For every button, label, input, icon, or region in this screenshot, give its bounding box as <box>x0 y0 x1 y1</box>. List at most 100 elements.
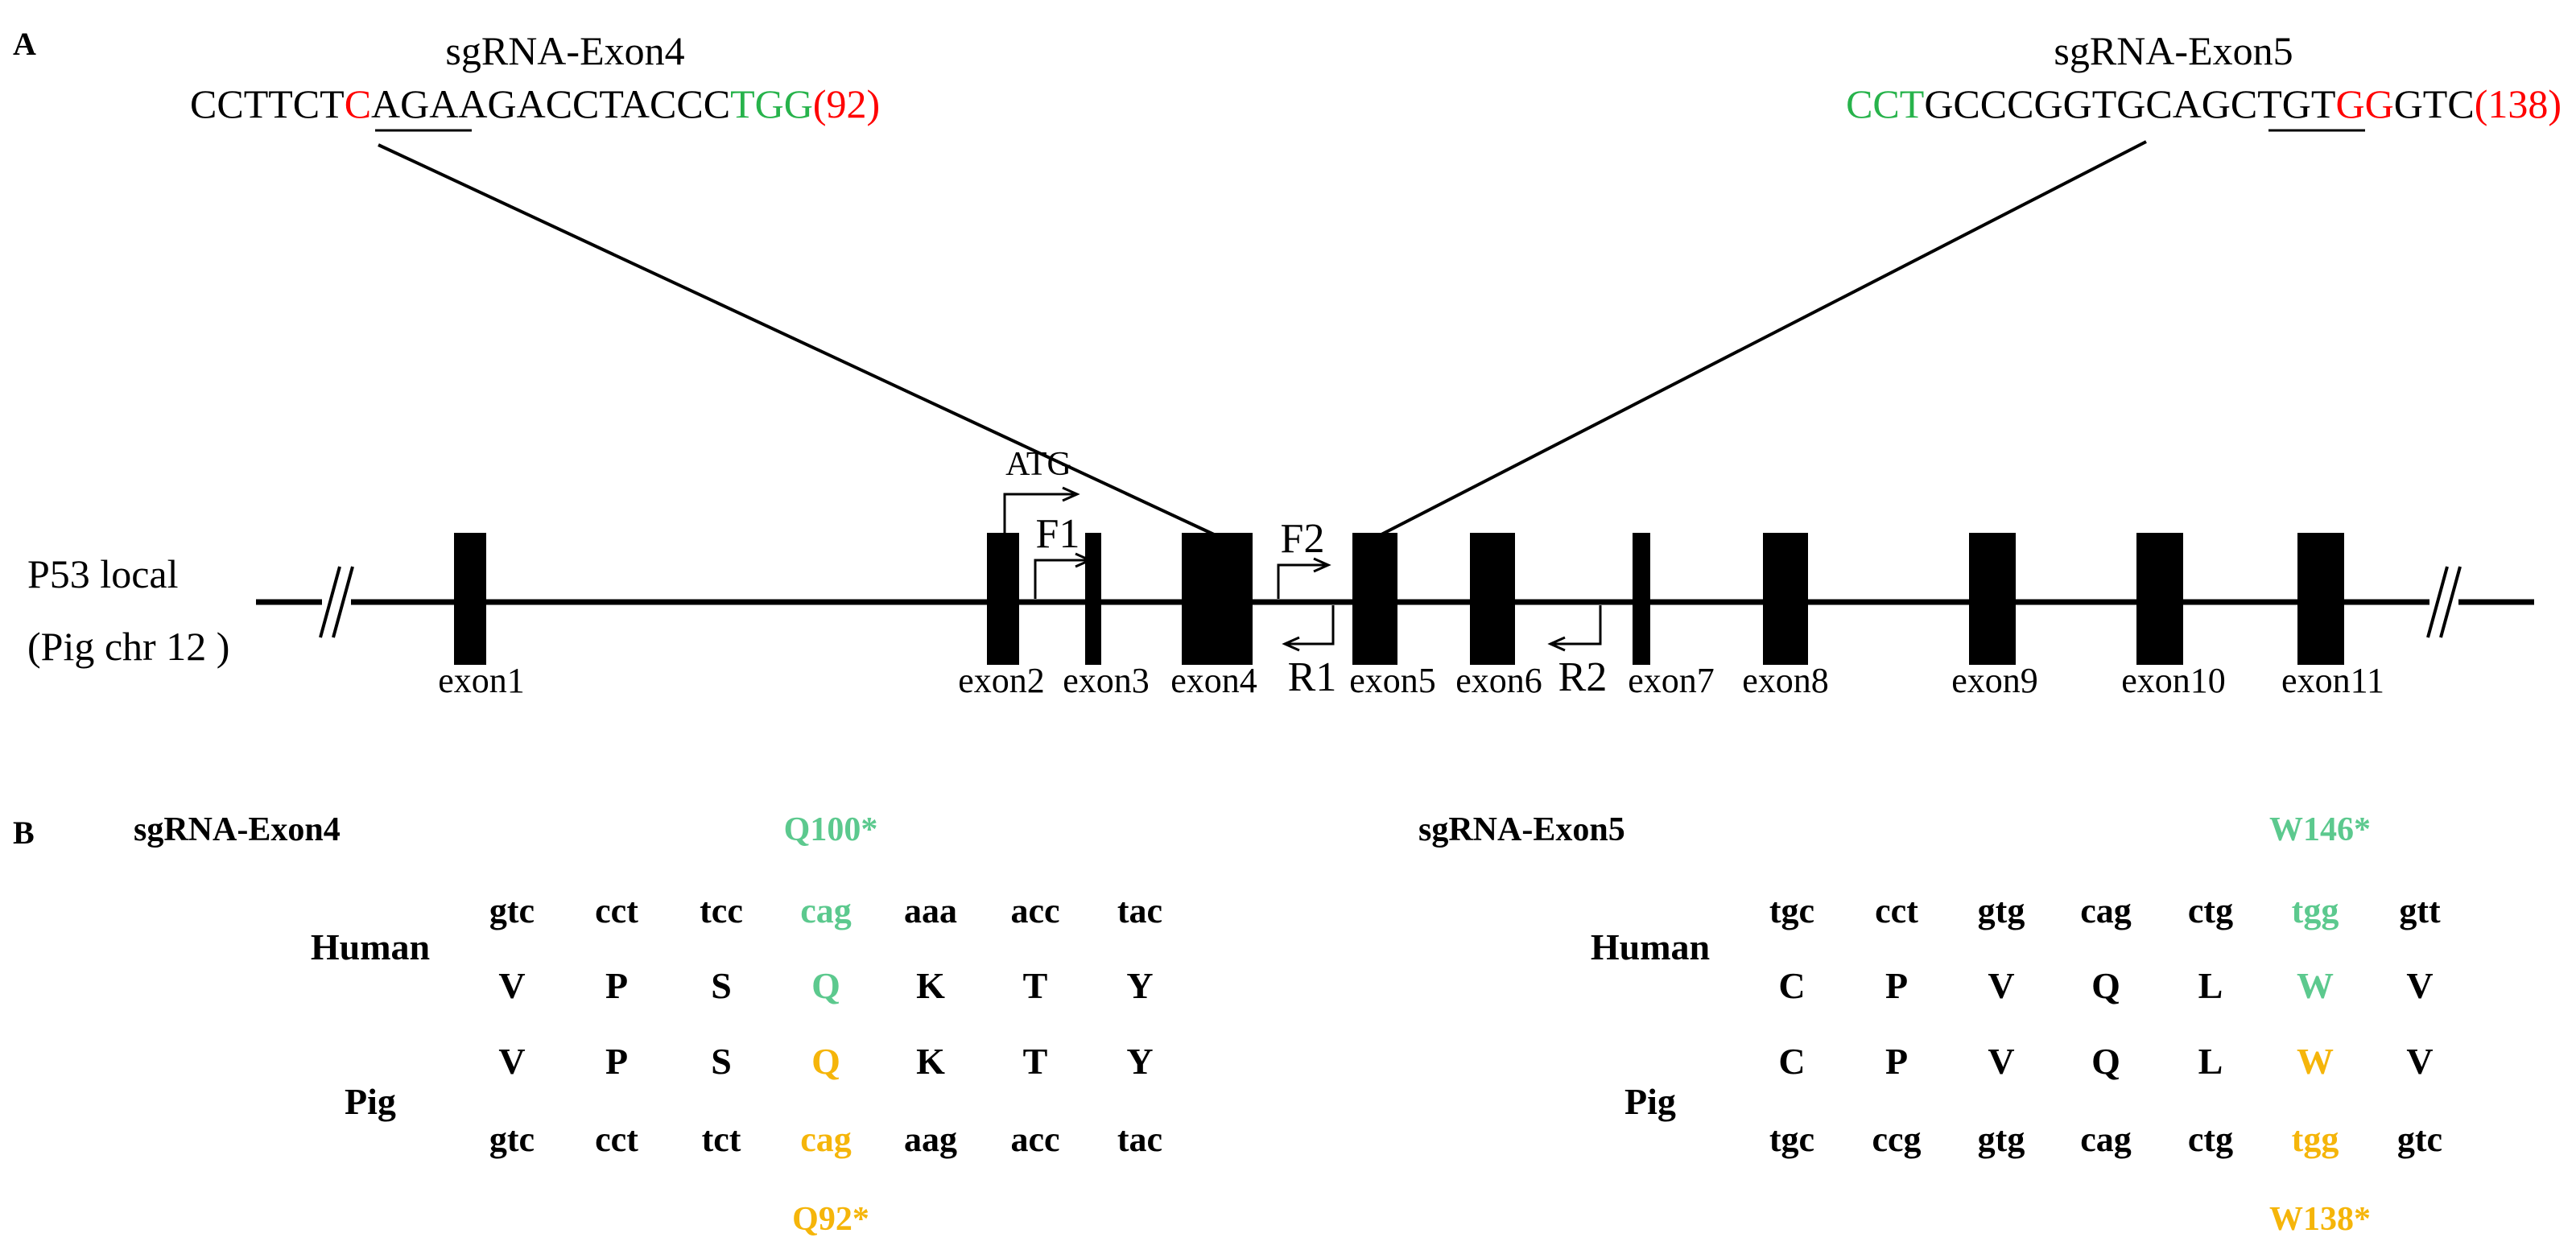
pig-codon: gtg <box>1978 1120 2025 1159</box>
human-amino-acid: S <box>711 965 732 1006</box>
pig-amino-acid: T <box>1023 1041 1048 1082</box>
exon-2: exon2 <box>958 533 1045 700</box>
break-mark-left <box>332 566 354 638</box>
primer-f2-label: F2 <box>1281 516 1325 562</box>
exon-10: exon10 <box>2121 533 2226 700</box>
exon-box <box>1182 533 1253 665</box>
pig-codon: aag <box>904 1120 957 1159</box>
primer-r2-arrow-head <box>1547 636 1566 652</box>
primer-f1-arrow-head <box>1075 552 1093 568</box>
human-codon: gtc <box>489 891 535 930</box>
exon-11: exon11 <box>2281 533 2384 700</box>
human-codon: gtg <box>1978 891 2025 930</box>
exon-label: exon2 <box>958 661 1045 700</box>
human-amino-acid: P <box>605 965 628 1006</box>
alignment-exon5-title: sgRNA-Exon5 <box>1418 811 1625 848</box>
panel-b-letter: B <box>13 815 35 851</box>
locus-label-line2: (Pig chr 12 ) <box>27 624 229 669</box>
alignment-exon5-human-mutation: W146* <box>2269 811 2371 848</box>
primer-f1-arrow <box>1034 559 1087 599</box>
primer-f1-label: F1 <box>1036 511 1080 557</box>
primer-f2-arrow-head <box>1313 557 1331 573</box>
pig-codon: tct <box>702 1120 741 1159</box>
human-codon: acc <box>1010 891 1059 930</box>
human-amino-acid: V <box>2406 965 2433 1006</box>
exon-label: exon10 <box>2121 661 2226 700</box>
exon-6: exon6 <box>1455 533 1542 700</box>
exon-label: exon3 <box>1063 661 1150 700</box>
pig-amino-acid: Q <box>2091 1041 2120 1082</box>
primer-r1-arrow <box>1288 605 1335 646</box>
human-amino-acid: Q <box>811 965 840 1006</box>
alignment-exon4-human-mutation: Q100* <box>784 811 878 848</box>
pig-amino-acid: W <box>2297 1041 2334 1082</box>
pig-amino-acid: V <box>1988 1041 2014 1082</box>
pig-amino-acid: P <box>1885 1041 1908 1082</box>
human-codon: cct <box>595 891 638 930</box>
alignment-exon5-pig-mutation: W138* <box>2269 1201 2371 1238</box>
atg-label: ATG <box>1005 446 1071 483</box>
exon-5: exon5 <box>1349 533 1436 700</box>
primer-r2-label: R2 <box>1558 654 1608 700</box>
exon-label: exon9 <box>1951 661 2038 700</box>
pig-amino-acid: S <box>711 1041 732 1082</box>
human-amino-acid: K <box>916 965 945 1006</box>
break-mark-right <box>2439 566 2462 638</box>
pig-codon: gtc <box>2397 1120 2442 1159</box>
alignment-exon5: sgRNA-Exon5 W146* Human Pig W138* tgc cct… <box>1418 811 2442 1238</box>
human-amino-acid: C <box>1778 965 1805 1006</box>
exon-box <box>987 533 1019 665</box>
sequence-segment: C <box>345 81 371 126</box>
sequence-segment: GG <box>2335 81 2393 126</box>
atg-arrow-line <box>1003 493 1074 533</box>
exon-label: exon1 <box>438 661 525 700</box>
pig-codon: cct <box>595 1120 638 1159</box>
exon-box <box>1085 533 1101 665</box>
pig-amino-acid: L <box>2198 1041 2223 1082</box>
pig-codon: tgc <box>1769 1120 1814 1159</box>
sgrna-exon4-pointer-line <box>378 143 1215 536</box>
primer-f1: F1 <box>1034 511 1093 599</box>
pig-amino-acid: C <box>1778 1041 1805 1082</box>
exon-box <box>1633 533 1650 665</box>
exon-label: exon5 <box>1349 661 1436 700</box>
sgrna-exon4-sequence: CCTTCTCAGAAGACCTACCCTGG(92) <box>190 81 880 126</box>
human-amino-acid: W <box>2297 965 2334 1006</box>
human-amino-acid: L <box>2198 965 2223 1006</box>
pig-amino-acid: V <box>498 1041 525 1082</box>
break-mark-left <box>319 566 341 638</box>
exon-8: exon8 <box>1742 533 1829 700</box>
human-codon: gtt <box>2399 891 2441 930</box>
exon-label: exon4 <box>1170 661 1257 700</box>
exon-label: exon8 <box>1742 661 1829 700</box>
human-amino-acid: P <box>1885 965 1908 1006</box>
pig-codon: ccg <box>1872 1120 1921 1159</box>
sequence-segment: AGAAGACCTACCC <box>371 81 730 126</box>
pig-codon: cag <box>2080 1120 2132 1159</box>
pig-amino-acid: V <box>2406 1041 2433 1082</box>
primer-f2: F2 <box>1277 516 1331 599</box>
human-codon: cag <box>800 891 852 930</box>
pig-amino-acid: P <box>605 1041 628 1082</box>
exon-box <box>1470 533 1515 665</box>
alignment-exon4-title: sgRNA-Exon4 <box>134 811 341 848</box>
pig-amino-acid: Y <box>1126 1041 1153 1082</box>
exon-box <box>454 533 486 665</box>
panel-b: B sgRNA-Exon4 Q100* Human Pig Q92* gtc cc… <box>13 811 2442 1238</box>
primer-r1: R1 <box>1282 605 1336 700</box>
human-codon: tgc <box>1769 891 1814 930</box>
exon-7: exon7 <box>1628 533 1715 700</box>
pig-amino-acid: K <box>916 1041 945 1082</box>
primer-r2-arrow <box>1554 605 1602 646</box>
pig-codon: cag <box>800 1120 852 1159</box>
atg-arrow-head <box>1062 486 1080 502</box>
exon-label: exon11 <box>2281 661 2384 700</box>
human-codon: cct <box>1875 891 1918 930</box>
exon-label: exon6 <box>1455 661 1542 700</box>
alignment-exon4-species-pig: Pig <box>345 1081 396 1122</box>
sgrna-exon4-title: sgRNA-Exon4 <box>445 28 684 73</box>
sequence-segment: TGG <box>730 81 813 126</box>
